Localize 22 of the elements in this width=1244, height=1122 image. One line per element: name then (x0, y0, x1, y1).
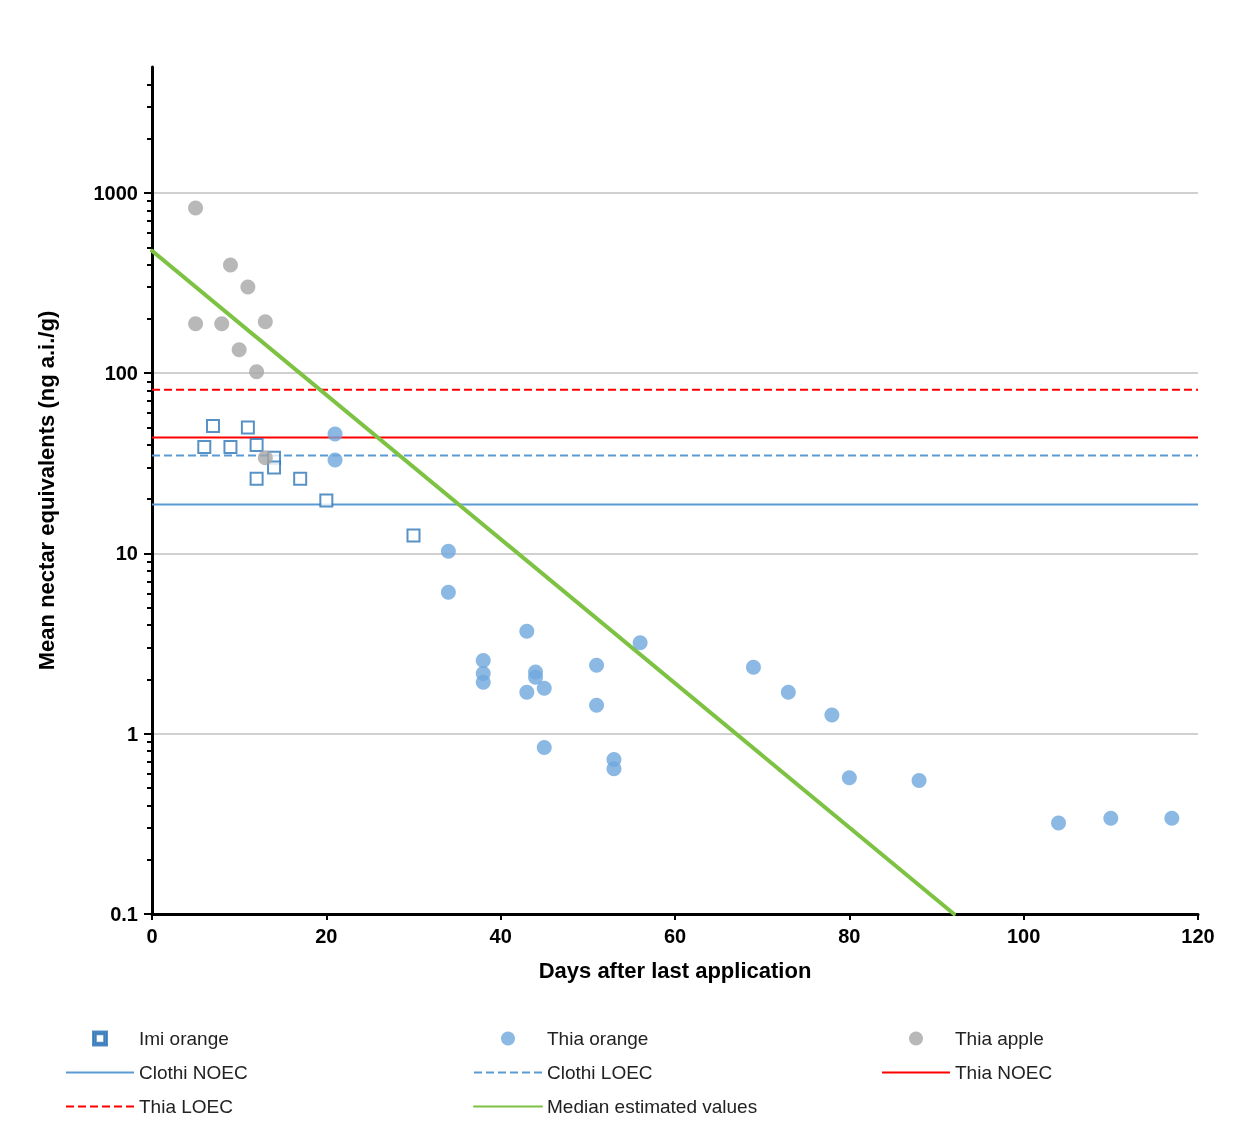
y-tick-label: 10 (115, 542, 138, 565)
x-tick-label: 100 (1006, 925, 1041, 947)
x-tick-label: 20 (315, 925, 338, 947)
legend-label: Imi orange (139, 1028, 229, 1049)
x-axis-title: Days after last application (538, 957, 812, 983)
legend-label: Clothi LOEC (547, 1062, 653, 1083)
x-tick-label: 60 (663, 925, 687, 947)
x-tick-label: 80 (838, 925, 861, 947)
legend-label: Thia orange (547, 1028, 649, 1049)
x-tick-label: 120 (1181, 925, 1215, 947)
y-tick-label: 1 (126, 722, 138, 745)
y-tick-label: 1000 (93, 181, 138, 204)
legend-label: Thia apple (955, 1028, 1044, 1049)
legend-label: Median estimated values (547, 1096, 758, 1117)
legend-label: Thia NOEC (955, 1062, 1053, 1083)
legend-label: Clothi NOEC (139, 1062, 248, 1083)
x-tick-label: 40 (489, 925, 512, 947)
y-axis-title: Mean nectar equivalents (ng a.i./g) (33, 310, 59, 671)
y-tick-label: 0.1 (110, 903, 138, 925)
legend-label: Thia LOEC (139, 1096, 233, 1117)
y-tick-label: 100 (104, 362, 138, 385)
x-tick-label: 0 (146, 925, 158, 947)
